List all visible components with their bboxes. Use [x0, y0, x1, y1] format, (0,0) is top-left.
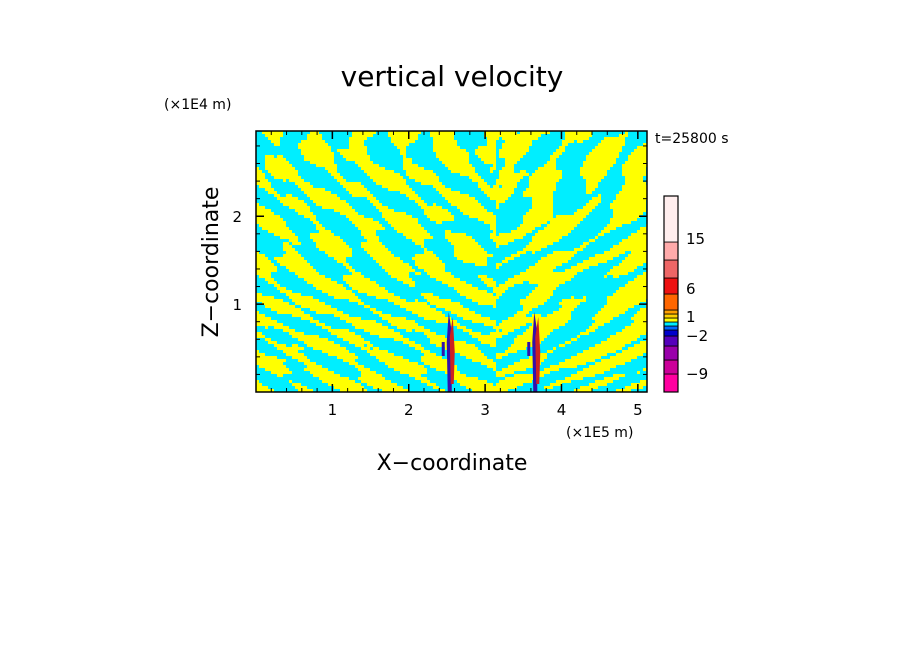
colorbar-tick-label: −2 [686, 327, 708, 345]
colorbar-tick-label: 15 [686, 230, 705, 248]
time-label: t=25800 s [655, 131, 729, 147]
colorbar-segment [663, 321, 679, 327]
colorbar-frame [663, 195, 679, 393]
x-tick-label: 5 [633, 401, 643, 419]
colorbar-segment [663, 313, 679, 319]
colorbar-segment [663, 309, 679, 315]
x-tick-label: 2 [404, 401, 414, 419]
x-tick-label: 4 [557, 401, 567, 419]
x-tick-label: 1 [328, 401, 338, 419]
y-unit-label: (×1E4 m) [164, 97, 231, 113]
y-axis-ticks: 12 [232, 145, 647, 375]
plot-frame [255, 130, 648, 393]
colorbar-segment [663, 317, 679, 323]
velocity-field [256, 131, 647, 392]
colorbar-segment [663, 359, 679, 375]
colorbar-segment [663, 241, 679, 261]
colorbar-tick-label: −9 [686, 365, 708, 383]
colorbar-tick-label: 1 [686, 308, 696, 326]
y-axis-title: Z−coordinate [199, 187, 224, 338]
colorbar: 15 6 1−2 −9 [663, 195, 708, 393]
colorbar-segment [663, 345, 679, 361]
updraft-core [441, 312, 455, 392]
y-tick-label: 1 [232, 296, 242, 314]
colorbar-segment [663, 277, 679, 295]
colorbar-segment [663, 325, 679, 331]
x-tick-label: 3 [480, 401, 490, 419]
updraft-core [527, 312, 541, 392]
x-axis-ticks: 1 2 3 4 5 [270, 131, 643, 419]
colorbar-segment [663, 329, 679, 337]
colorbar-segment [663, 259, 679, 279]
x-axis-title: X−coordinate [377, 451, 528, 476]
colorbar-tick-label: 6 [686, 280, 696, 298]
colorbar-segment [663, 335, 679, 347]
y-tick-label: 2 [232, 208, 242, 226]
colorbar-segment [663, 195, 679, 243]
chart-title: vertical velocity [341, 60, 564, 93]
colorbar-segment [663, 293, 679, 311]
field-positive-regions [256, 131, 647, 392]
colorbar-segment [663, 373, 679, 393]
x-unit-label: (×1E5 m) [566, 425, 633, 441]
